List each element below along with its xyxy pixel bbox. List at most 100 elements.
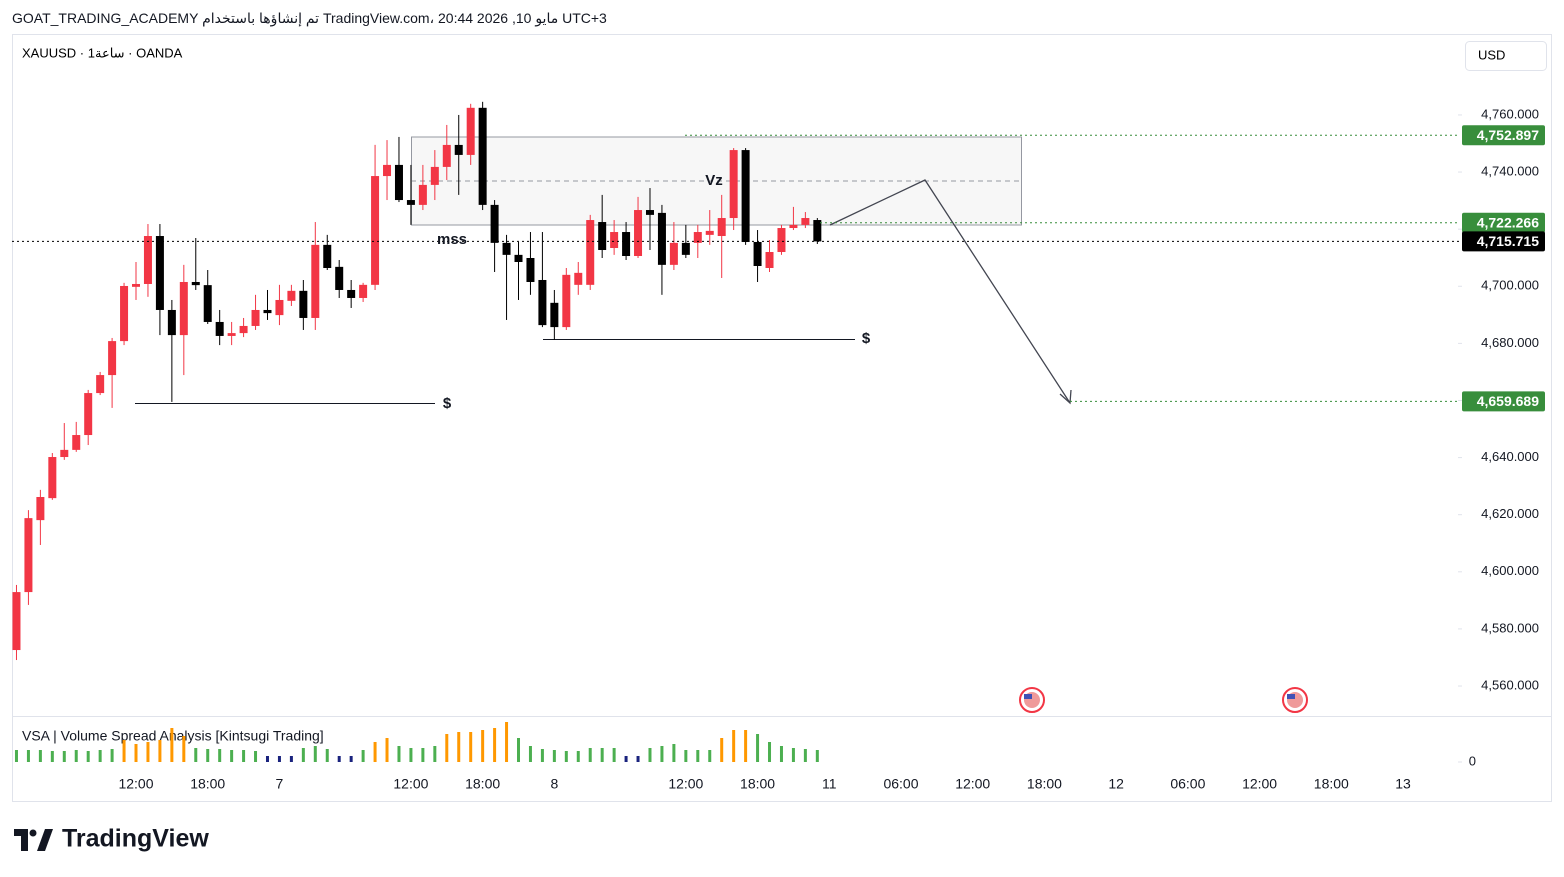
y-tick-label: 4,640.000 [1481,449,1539,464]
candle-body [586,220,595,285]
candle-body [359,284,368,298]
candle-body [741,150,750,243]
volume-bar [361,750,365,762]
x-tick-label: 12:00 [393,776,428,792]
x-tick-label: 12:00 [668,776,703,792]
volume-bar [768,742,772,762]
volume-bar [98,750,102,762]
candle-body [143,236,152,284]
brand-logo [14,829,53,851]
volume-bar [134,744,138,762]
candle-body [478,107,487,205]
volume-bar [493,728,497,762]
x-tick-label: 8 [550,776,558,792]
price-tag [1462,125,1545,146]
x-tick-label: 06:00 [1170,776,1205,792]
event-icon[interactable] [1019,687,1045,713]
volume-bar [469,732,473,762]
volume-bar [624,756,628,762]
volume-bar [385,738,389,762]
volume-bar [481,730,485,762]
x-tick-label: 18:00 [1027,776,1062,792]
candle-body [729,150,738,219]
y-tick-label: 4,740.000 [1481,163,1539,178]
y-tick-label: 0 [1469,753,1476,768]
volume-bar [600,748,604,762]
candle-body [108,341,117,376]
candle-body [490,204,499,243]
candle-body [634,210,643,257]
candle-body [323,244,332,268]
candle-body [693,232,702,243]
candle-body [538,279,547,326]
candle-body [383,164,392,177]
x-tick-label: 06:00 [883,776,918,792]
candle-body [96,375,105,394]
candle-body [12,592,21,651]
candle-body [394,164,403,201]
candle-body [753,242,762,266]
y-tick-label: 4,680.000 [1481,335,1539,350]
volume-bar [218,749,222,762]
x-tick-label: 18:00 [740,776,775,792]
volume-bar [254,751,258,762]
candle-body [120,285,129,342]
volume-bar [313,746,317,762]
candle-body [179,281,188,336]
candle-body [813,220,822,242]
volume-bar [301,748,305,762]
candle-body [657,212,666,265]
x-tick-label: 12:00 [1242,776,1277,792]
annotation: mss [437,231,467,248]
currency-button[interactable] [1465,41,1547,71]
x-tick-label: 13 [1395,776,1411,792]
candle-body [155,236,164,310]
volume-bar [337,756,341,762]
volume-bar [660,746,664,762]
volume-bar [779,746,783,762]
volume-bar [445,734,449,762]
volume-bar [230,750,234,762]
volume-bar [505,722,509,762]
candle-body [514,254,523,262]
candle-body [132,283,141,287]
volume-bar [86,751,90,762]
volume-bar [540,749,544,762]
volume-bar [74,750,78,762]
volume-bar [50,751,54,762]
candle-body [598,222,607,251]
price-tag-label: 4,659.689 [1477,393,1539,409]
projection-arrow [829,179,1071,404]
y-tick-label: 4,620.000 [1481,506,1539,521]
volume-bar [289,756,293,762]
candle-body [287,290,296,301]
volume-bar [803,749,807,762]
event-icon[interactable] [1282,687,1308,713]
candle-body [167,309,176,336]
annotation: $ [862,330,871,347]
candle-body [526,258,535,282]
currency: USD [1478,47,1505,62]
candle-body [72,435,81,450]
volume-bar [433,746,437,762]
volume-bar [732,730,736,762]
volume-bar [182,736,186,762]
candle-body [789,224,798,229]
volume-bar [672,744,676,762]
volume-bar [612,748,616,762]
volume-bar [265,756,269,762]
candle-body [550,302,559,328]
volume-bar [62,751,66,762]
volume-bar [206,749,210,762]
volume-bar [696,750,700,762]
candle-body [48,457,57,499]
volume-bar [421,748,425,762]
volume-bar [457,732,461,762]
x-tick-label: 12:00 [118,776,153,792]
candle-body [418,184,427,205]
candle-body [371,176,380,285]
volume-bar [38,750,42,762]
price-tag [1462,212,1545,233]
volume-bar [26,750,30,762]
volume-bar [588,748,592,762]
